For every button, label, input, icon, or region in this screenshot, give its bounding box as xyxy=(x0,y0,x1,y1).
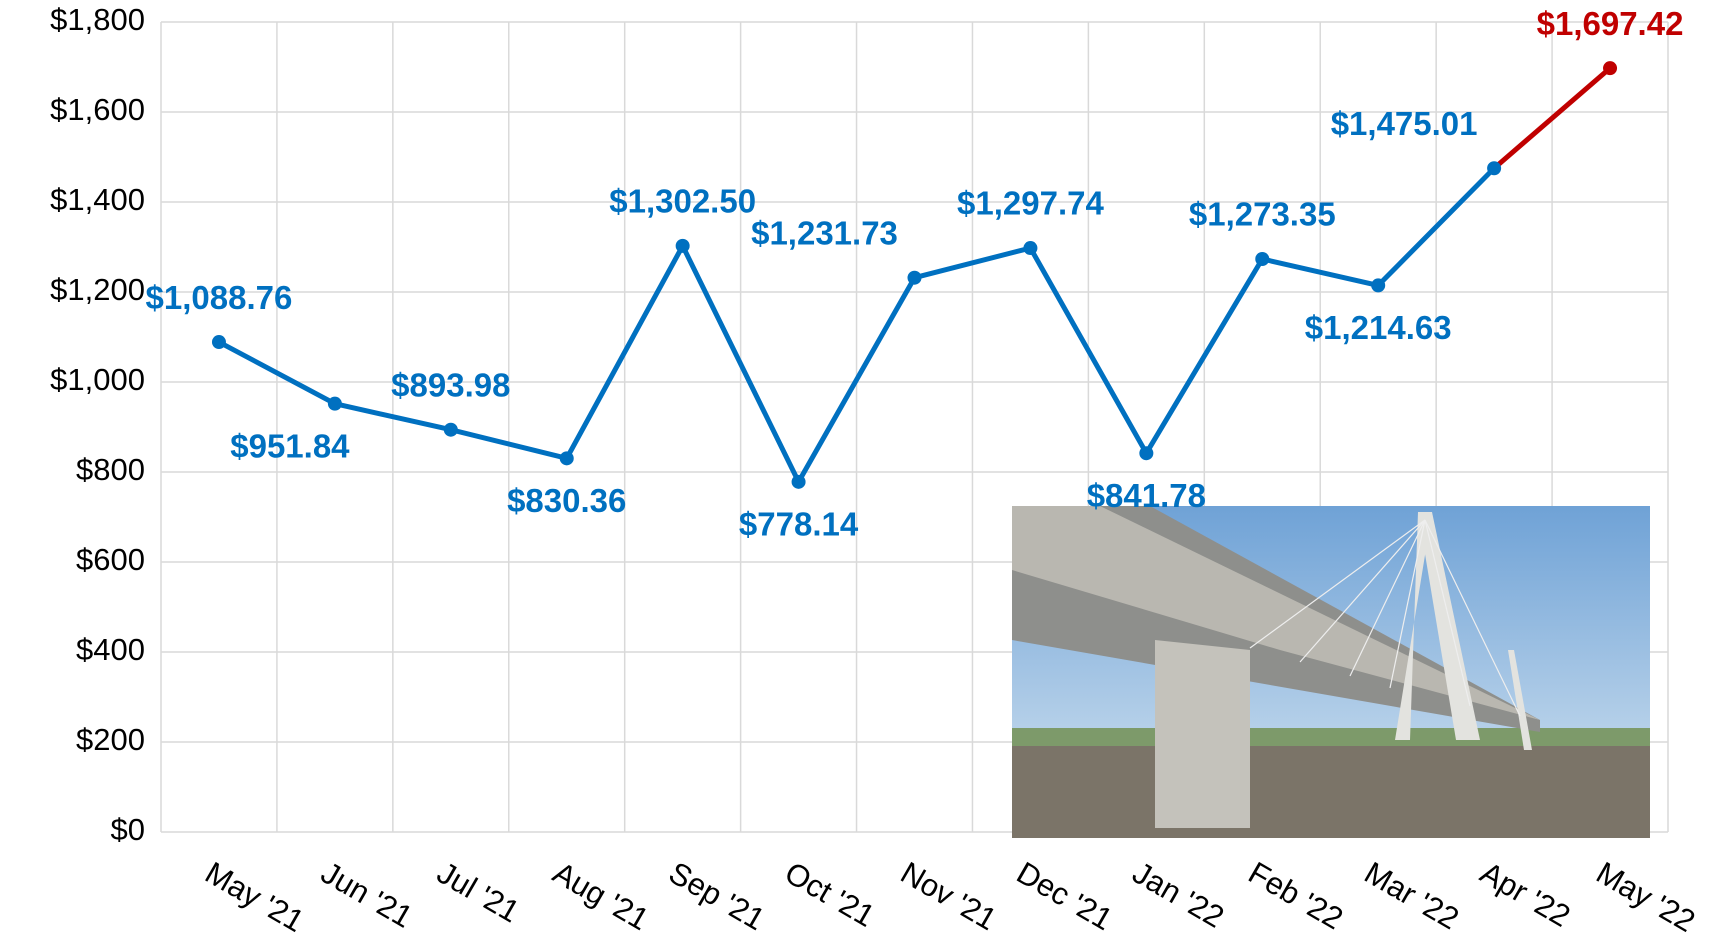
x-tick-label: Jan '22 xyxy=(1127,855,1230,935)
data-label: $1,475.01 xyxy=(1331,105,1478,142)
data-point xyxy=(211,335,226,350)
data-point xyxy=(443,422,458,437)
data-label: $841.78 xyxy=(1087,477,1206,514)
x-tick-label: May '22 xyxy=(1590,855,1701,939)
y-tick-label: $400 xyxy=(76,632,145,667)
x-tick-label: Nov '21 xyxy=(895,855,1003,937)
data-label: $1,697.42 xyxy=(1537,5,1684,42)
x-tick-label: Aug '21 xyxy=(547,855,655,937)
data-point xyxy=(1255,251,1270,266)
x-tick-label: Apr '22 xyxy=(1475,855,1577,934)
y-tick-label: $800 xyxy=(76,452,145,487)
x-tick-label: Dec '21 xyxy=(1011,855,1119,937)
line-segment xyxy=(217,166,1496,485)
x-tick-label: May '21 xyxy=(199,855,310,939)
y-tick-label: $200 xyxy=(76,722,145,757)
y-tick-label: $1,200 xyxy=(50,272,145,307)
x-tick-label: Jul '21 xyxy=(431,855,525,930)
data-point xyxy=(1371,278,1386,293)
x-tick-label: Jun '21 xyxy=(315,855,418,935)
data-label: $1,297.74 xyxy=(957,185,1104,222)
x-tick-label: Mar '22 xyxy=(1359,855,1465,937)
data-point xyxy=(1603,61,1618,76)
data-label: $1,273.35 xyxy=(1189,196,1336,233)
data-label: $1,302.50 xyxy=(609,183,756,220)
data-label: $951.84 xyxy=(230,427,350,464)
data-label: $1,231.73 xyxy=(751,214,898,251)
y-tick-label: $600 xyxy=(76,542,145,577)
y-tick-label: $1,000 xyxy=(50,362,145,397)
x-tick-label: Sep '21 xyxy=(663,855,771,937)
data-point xyxy=(1139,446,1154,461)
data-label: $1,088.76 xyxy=(146,279,293,316)
data-label: $778.14 xyxy=(739,506,859,543)
data-label: $830.36 xyxy=(507,482,626,519)
bridge-photo xyxy=(1012,506,1650,838)
y-tick-label: $1,600 xyxy=(50,92,145,127)
line-segment xyxy=(1492,66,1612,171)
y-tick-label: $1,400 xyxy=(50,182,145,217)
y-tick-label: $0 xyxy=(111,812,145,847)
data-point xyxy=(675,238,690,253)
x-tick-label: Oct '21 xyxy=(779,855,881,934)
data-point xyxy=(907,270,922,285)
data-label: $1,214.63 xyxy=(1305,309,1452,346)
data-point xyxy=(327,396,342,411)
data-point xyxy=(1487,161,1502,176)
y-tick-label: $1,800 xyxy=(50,2,145,37)
data-point xyxy=(1023,241,1038,256)
data-point xyxy=(791,474,806,489)
x-tick-label: Feb '22 xyxy=(1243,855,1349,937)
data-point xyxy=(559,451,574,466)
data-label: $893.98 xyxy=(391,366,510,403)
